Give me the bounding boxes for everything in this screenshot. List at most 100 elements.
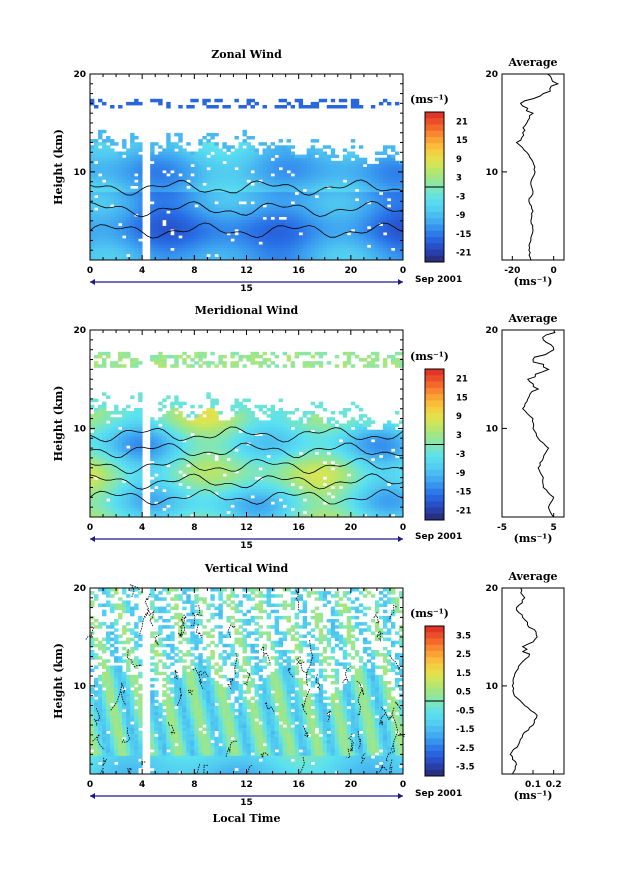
- x-tick-label: 0: [87, 780, 93, 790]
- average-y-tick: 10: [485, 682, 498, 692]
- panel-zonal-wind: [89, 73, 565, 285]
- colorbar-tick-label: -9: [456, 211, 466, 221]
- colorbar-tick-label: -15: [456, 230, 471, 240]
- colorbar-tick-label: -2.5: [456, 744, 475, 754]
- average-panel: [501, 73, 565, 261]
- y-axis-ticks: [90, 329, 403, 518]
- day-bar-left-arrow: [90, 536, 95, 542]
- colorbar-tick-label: -21: [456, 507, 471, 517]
- x-tick-label: 12: [240, 523, 253, 533]
- x-tick-label: 4: [139, 780, 145, 790]
- average-frame: [501, 329, 565, 518]
- x-tick-label: 8: [191, 523, 197, 533]
- contour-lines: [89, 426, 404, 506]
- y-tick-label: 10: [73, 168, 86, 178]
- colorbar-tick-label: 2.5: [456, 650, 471, 660]
- average-x-tick: -5: [497, 523, 507, 533]
- x-tick-label: 12: [240, 266, 253, 276]
- average-title: Average: [507, 312, 557, 325]
- y-axis-label: Height (km): [52, 643, 65, 719]
- x-tick-label: 8: [191, 266, 197, 276]
- colorbar-tick-label: 3.5: [456, 631, 471, 641]
- day-label: 15: [240, 284, 253, 294]
- panel-meridional-wind: [89, 329, 565, 542]
- panel-title: Vertical Wind: [204, 562, 289, 575]
- y-tick-label: 10: [73, 682, 86, 692]
- colorbar: [424, 368, 445, 521]
- colorbar-unit: (ms⁻¹): [410, 607, 449, 620]
- colorbar-tick-label: 21: [456, 117, 468, 127]
- colorbar-unit: (ms⁻¹): [410, 93, 449, 106]
- x-tick-label: 12: [240, 780, 253, 790]
- colorbar-unit: (ms⁻¹): [410, 350, 449, 363]
- colorbar-tick-label: 3: [456, 174, 462, 184]
- average-profile-line: [509, 587, 538, 775]
- colorbar-tick-label: 9: [456, 412, 462, 422]
- x-axis-ticks: [89, 74, 404, 260]
- x-axis-label: Local Time: [213, 812, 281, 825]
- average-profile-line: [522, 329, 556, 518]
- x-tick-label: 16: [292, 266, 305, 276]
- x-axis-ticks: [89, 330, 404, 517]
- colorbar: [424, 111, 445, 263]
- x-tick-label: 0: [400, 266, 406, 276]
- y-axis-ticks: [90, 587, 403, 775]
- average-y-tick: 20: [485, 326, 498, 336]
- x-tick-label: 4: [139, 266, 145, 276]
- x-tick-label: 0: [400, 523, 406, 533]
- x-tick-label: 8: [191, 780, 197, 790]
- average-x-tick: 0: [551, 266, 557, 276]
- date-label: Sep 2001: [415, 275, 462, 285]
- day-label: 15: [240, 798, 253, 808]
- y-tick-label: 20: [73, 326, 86, 336]
- average-y-tick: 20: [485, 584, 498, 594]
- x-tick-label: 0: [400, 780, 406, 790]
- x-tick-label: 16: [292, 523, 305, 533]
- day-bar-left-arrow: [90, 793, 95, 799]
- average-frame: [501, 587, 565, 775]
- colorbar-tick-label: 15: [456, 393, 468, 403]
- x-tick-label: 0: [87, 266, 93, 276]
- panel-vertical-wind: [85, 583, 565, 799]
- panel-title: Meridional Wind: [195, 304, 299, 317]
- heatmap-cells: [90, 351, 404, 518]
- y-tick-label: 10: [73, 424, 86, 434]
- colorbar-tick-label: -3: [456, 192, 466, 202]
- average-profile-line: [515, 73, 560, 261]
- average-x-label: (ms⁻¹): [514, 532, 553, 545]
- day-bar-right-arrow: [398, 536, 403, 542]
- average-x-tick: -20: [504, 266, 520, 276]
- day-bar-right-arrow: [398, 793, 403, 799]
- day-label: 15: [240, 541, 253, 551]
- date-label: Sep 2001: [415, 532, 462, 542]
- colorbar-tick-label: -3.5: [456, 763, 475, 773]
- average-panel: [501, 587, 565, 775]
- colorbar: [424, 625, 445, 777]
- colorbar-tick-label: 21: [456, 374, 468, 384]
- x-tick-label: 16: [292, 780, 305, 790]
- y-tick-label: 20: [73, 584, 86, 594]
- colorbar-tick-label: 15: [456, 136, 468, 146]
- colorbar-tick-label: -15: [456, 488, 471, 498]
- average-title: Average: [507, 56, 557, 69]
- colorbar-tick-label: 1.5: [456, 669, 471, 679]
- colorbar-tick-label: -0.5: [456, 706, 475, 716]
- average-x-tick: 0.2: [546, 780, 562, 790]
- average-title: Average: [507, 570, 557, 583]
- colorbar-tick-label: -1.5: [456, 725, 475, 735]
- x-tick-label: 0: [87, 523, 93, 533]
- y-axis-ticks: [90, 73, 403, 261]
- average-panel: [501, 329, 565, 518]
- heatmap-cells: [90, 98, 404, 261]
- day-bar-left-arrow: [90, 279, 95, 285]
- x-axis-ticks: [89, 588, 404, 774]
- average-x-label: (ms⁻¹): [514, 275, 553, 288]
- average-y-tick: 10: [485, 168, 498, 178]
- day-bar-right-arrow: [398, 279, 403, 285]
- colorbar-tick-label: -21: [456, 249, 471, 259]
- x-tick-label: 4: [139, 523, 145, 533]
- y-tick-label: 20: [73, 70, 86, 80]
- contour-lines: [89, 179, 404, 239]
- x-tick-label: 20: [345, 780, 358, 790]
- panel-title: Zonal Wind: [211, 48, 282, 61]
